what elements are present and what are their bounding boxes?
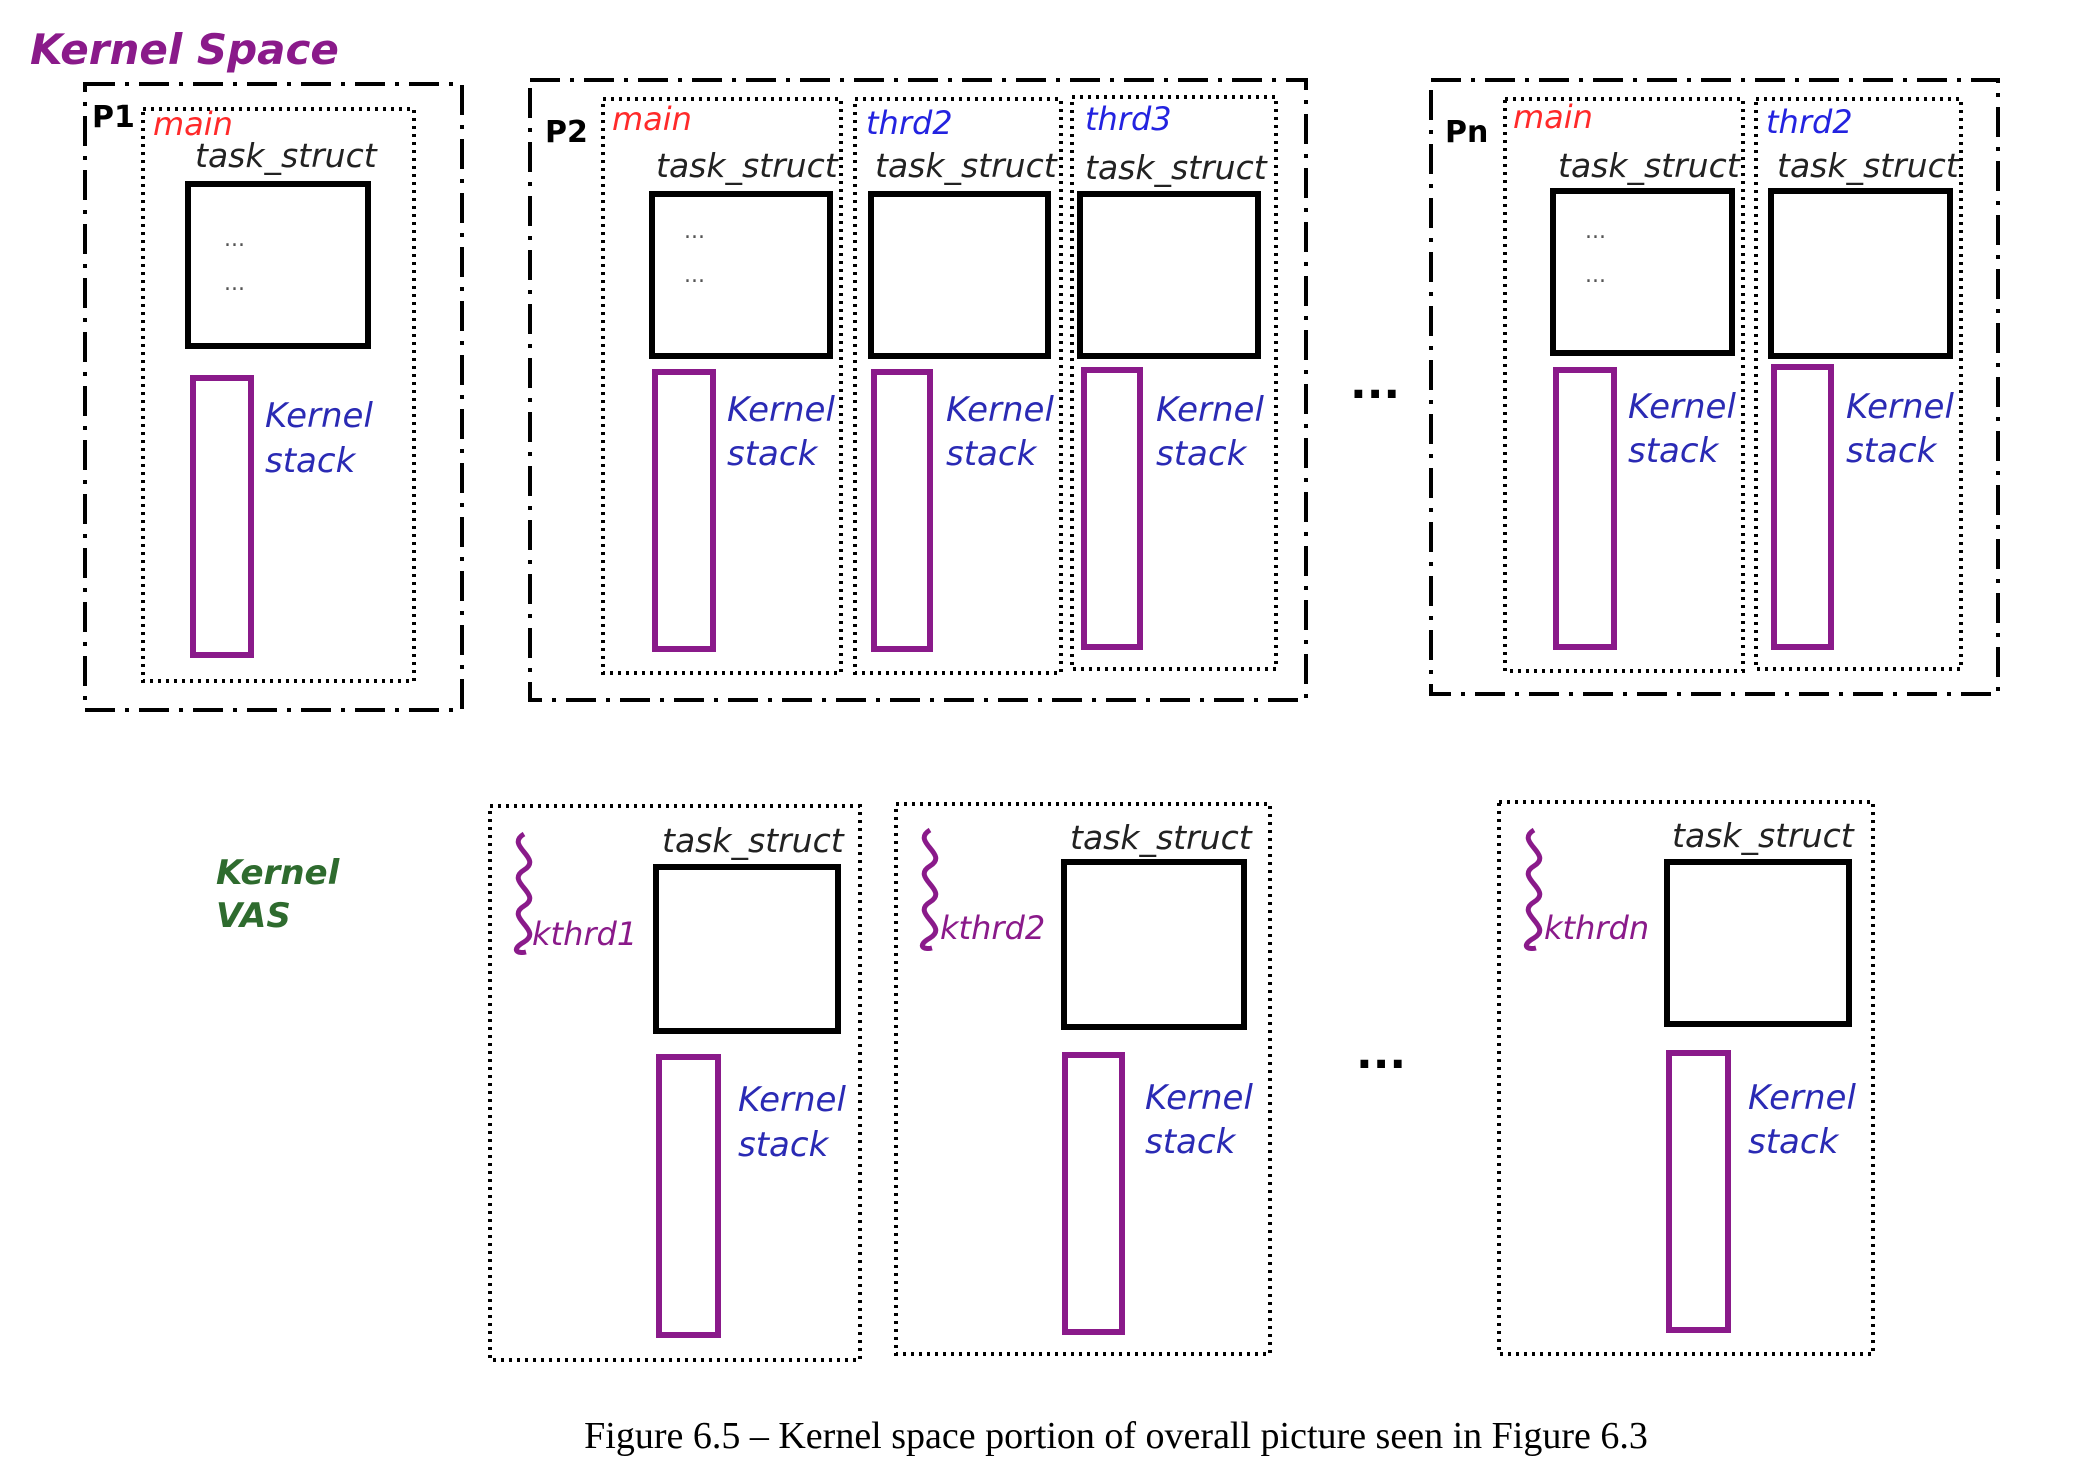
kernel-stack-label-2: stack [1628, 431, 1720, 471]
kernel-stack-label-1: Kernel [265, 396, 373, 436]
kernel-stack-label-2: stack [946, 434, 1038, 474]
kthread-name: kthrd1 [532, 915, 637, 953]
kernel-stack-box [1771, 364, 1834, 650]
kernel-stack-label-2: stack [1846, 431, 1938, 471]
kernel-stack-label-1: Kernel [1628, 387, 1736, 427]
kernel-stack-box [652, 369, 716, 652]
thread-box: main task_struct ... ... Kernel stack [1503, 97, 1745, 673]
task-struct-box [1768, 188, 1953, 359]
kthread-squiggle-icon [513, 831, 533, 955]
process-p1: P1 main task_struct ... ... Kernel stack [83, 82, 464, 712]
process-pn-boundary [1429, 78, 2000, 696]
thread-box: thrd2 task_struct Kernel stack [1754, 97, 1963, 671]
process-p1-boundary [83, 82, 464, 712]
thread-boundary [853, 97, 1063, 675]
kthread-squiggle-icon [919, 827, 939, 951]
task-struct-box [1077, 191, 1261, 359]
task-struct-label: task_struct [1085, 148, 1268, 187]
thread-boundary [601, 97, 843, 675]
thread-box: thrd2 task_struct Kernel stack [853, 97, 1063, 675]
process-p2-boundary [528, 78, 1308, 702]
kernel-stack-box [871, 369, 933, 652]
thread-boundary [141, 107, 416, 683]
ellipsis-line-2: ... [1585, 263, 1606, 288]
task-struct-label: task_struct [1777, 146, 1960, 185]
process-pn: Pn main task_struct ... ... Kernel stack… [1429, 78, 2000, 696]
kernel-vas-label-1: Kernel [216, 853, 341, 893]
process-gap-ellipsis: ... [1350, 358, 1400, 409]
kernel-stack-box [1081, 367, 1143, 650]
thread-boundary [1070, 95, 1278, 671]
kthread-boundary [1497, 800, 1875, 1356]
task-struct-label: task_struct [1070, 818, 1253, 857]
thread-name: main [153, 105, 233, 143]
kthread-name: kthrdn [1544, 909, 1649, 947]
thread-name: main [1513, 98, 1593, 136]
kernel-stack-label-2: stack [738, 1125, 830, 1165]
kernel-stack-box [656, 1054, 721, 1338]
kernel-stack-label-1: Kernel [1748, 1078, 1856, 1118]
ellipsis-line-1: ... [684, 219, 705, 244]
kernel-stack-box [1666, 1050, 1731, 1333]
kernel-stack-box [1553, 367, 1617, 650]
task-struct-box [1550, 188, 1735, 356]
kernel-stack-label-1: Kernel [1145, 1078, 1253, 1118]
thread-name: main [612, 100, 692, 138]
kernel-stack-label-2: stack [1156, 434, 1248, 474]
kernel-stack-box [190, 375, 254, 658]
kernel-stack-label-2: stack [265, 441, 357, 481]
task-struct-label: task_struct [195, 136, 378, 175]
thread-boundary [1503, 97, 1745, 673]
kernel-stack-label-1: Kernel [738, 1080, 846, 1120]
task-struct-box [1664, 859, 1852, 1027]
ellipsis-line-1: ... [1585, 219, 1606, 244]
figure-caption: Figure 6.5 – Kernel space portion of ove… [584, 1415, 1648, 1457]
ellipsis-line-2: ... [684, 263, 705, 288]
kernel-stack-label-1: Kernel [727, 390, 835, 430]
ellipsis-line-1: ... [224, 227, 245, 252]
kthread-box: kthrdn task_struct Kernel stack [1497, 800, 1875, 1356]
kernel-stack-label-1: Kernel [1846, 387, 1954, 427]
kernel-stack-box [1062, 1052, 1125, 1335]
kernel-stack-label-1: Kernel [946, 390, 1054, 430]
thread-box: thrd3 task_struct Kernel stack [1070, 95, 1278, 671]
kthread-name: kthrd2 [940, 909, 1045, 947]
kthread-box: kthrd1 task_struct Kernel stack [488, 804, 862, 1362]
kernel-stack-label-2: stack [1145, 1122, 1237, 1162]
task-struct-label: task_struct [875, 146, 1058, 185]
kthread-box: kthrd2 task_struct Kernel stack [894, 802, 1272, 1356]
kernel-stack-label-2: stack [727, 434, 819, 474]
task-struct-label: task_struct [1558, 146, 1741, 185]
task-struct-label: task_struct [1672, 816, 1855, 855]
process-pn-label: Pn [1445, 115, 1488, 150]
thread-name: thrd3 [1085, 100, 1172, 138]
kthread-squiggle-icon [1523, 827, 1543, 951]
thread-boundary [1754, 97, 1963, 671]
task-struct-label: task_struct [662, 821, 845, 860]
thread-box: main task_struct ... ... Kernel stack [601, 97, 843, 675]
process-p2: P2 main task_struct ... ... Kernel stack… [528, 78, 1308, 702]
kernel-vas-label-2: VAS [216, 896, 291, 936]
thread-name: thrd2 [1766, 103, 1853, 141]
task-struct-box [649, 191, 833, 359]
kernel-stack-label-1: Kernel [1156, 390, 1264, 430]
ellipsis-line-2: ... [224, 271, 245, 296]
process-p2-label: P2 [545, 115, 588, 150]
kthread-gap-ellipsis: ... [1356, 1028, 1406, 1079]
process-p1-label: P1 [92, 100, 135, 135]
kernel-stack-label-2: stack [1748, 1122, 1840, 1162]
task-struct-label: task_struct [656, 146, 839, 185]
kthread-boundary [488, 804, 862, 1362]
kthread-boundary [894, 802, 1272, 1356]
task-struct-box [185, 181, 371, 349]
thread-box: main task_struct ... ... Kernel stack [141, 105, 416, 683]
task-struct-box [653, 864, 841, 1034]
thread-name: thrd2 [866, 104, 953, 142]
task-struct-box [868, 191, 1051, 359]
task-struct-box [1061, 859, 1247, 1030]
diagram-title: Kernel Space [30, 25, 339, 74]
